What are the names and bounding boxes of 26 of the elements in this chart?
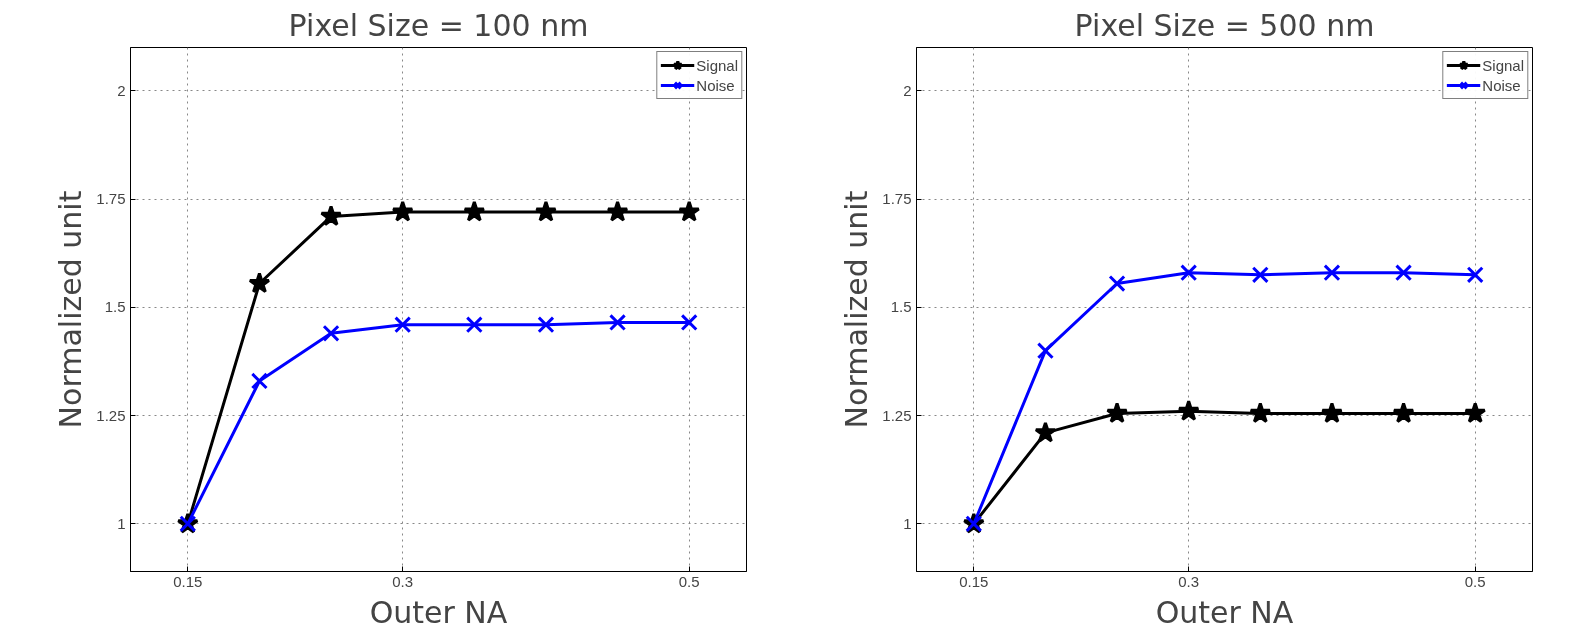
x-tick-label: 0.3 (1178, 572, 1200, 590)
legend-label: Signal (1482, 56, 1524, 74)
y-tick-label: 2 (117, 81, 126, 99)
y-tick-label: 1 (117, 514, 126, 532)
chart-title: Pixel Size = 100 nm (288, 7, 589, 43)
y-tick-label: 1.75 (882, 190, 912, 208)
x-axis-title: Outer NA (1155, 594, 1294, 630)
legend-label: Noise (1482, 76, 1521, 94)
y-tick-label: 1.25 (882, 406, 912, 424)
legend-label: Noise (696, 76, 735, 94)
y-tick-label: 1.25 (96, 406, 126, 424)
x-tick-label: 0.3 (392, 572, 414, 590)
y-axis-title: Normalized unit (839, 190, 875, 429)
y-tick-label: 1 (903, 514, 912, 532)
y-tick-label: 2 (903, 81, 912, 99)
y-tick-label: 1.75 (96, 190, 126, 208)
y-tick-label: 1.5 (104, 298, 126, 316)
x-tick-label: 0.5 (678, 572, 700, 590)
chart-title: Pixel Size = 500 nm (1074, 7, 1375, 43)
x-axis-title: Outer NA (369, 594, 508, 630)
x-tick-label: 0.15 (173, 572, 203, 590)
y-tick-label: 1.5 (890, 298, 912, 316)
x-tick-label: 0.15 (959, 572, 989, 590)
x-tick-label: 0.5 (1464, 572, 1486, 590)
legend-label: Signal (696, 56, 738, 74)
y-axis-title: Normalized unit (53, 190, 89, 429)
